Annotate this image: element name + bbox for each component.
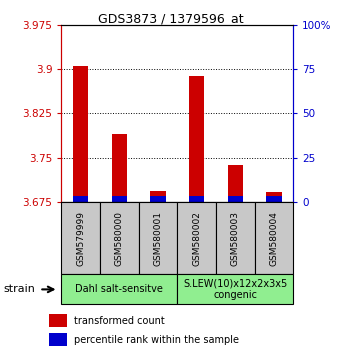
Bar [177,274,293,304]
Text: strain: strain [3,284,35,295]
Bar [49,314,67,327]
Text: GSM580000: GSM580000 [115,211,124,266]
Bar [255,202,293,274]
Bar [150,196,166,202]
Bar [189,196,204,202]
Bar [189,76,204,202]
Bar [139,202,177,274]
Bar [216,202,255,274]
Bar [73,66,88,202]
Text: percentile rank within the sample: percentile rank within the sample [74,335,239,345]
Bar [227,165,243,202]
Bar [266,192,282,202]
Text: GDS3873 / 1379596_at: GDS3873 / 1379596_at [98,12,243,25]
Bar [177,202,216,274]
Bar [61,202,100,274]
Bar [112,134,127,202]
Text: Dahl salt-sensitve: Dahl salt-sensitve [75,284,163,295]
Text: GSM580001: GSM580001 [153,211,163,266]
Bar [49,333,67,346]
Text: S.LEW(10)x12x2x3x5
congenic: S.LEW(10)x12x2x3x5 congenic [183,279,287,300]
Bar [112,196,127,202]
Text: GSM580002: GSM580002 [192,211,201,266]
Bar [61,274,177,304]
Bar [227,196,243,202]
Bar [150,191,166,202]
Text: GSM580003: GSM580003 [231,211,240,266]
Bar [73,196,88,202]
Text: GSM580004: GSM580004 [269,211,279,266]
Bar [266,196,282,202]
Bar [100,202,139,274]
Text: transformed count: transformed count [74,316,165,326]
Text: GSM579999: GSM579999 [76,211,85,266]
